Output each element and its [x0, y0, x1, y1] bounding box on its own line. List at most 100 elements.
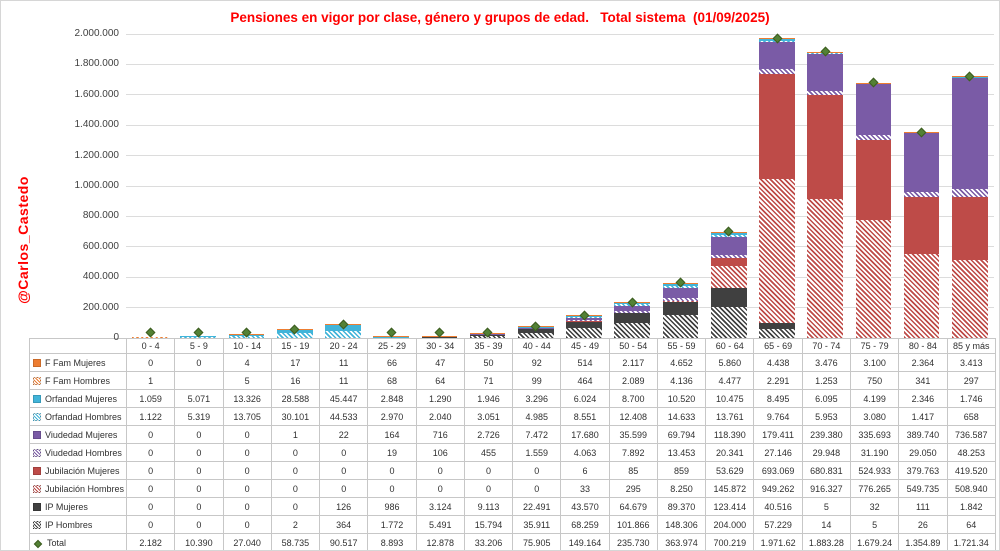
table-cell: 47: [415, 353, 465, 372]
bar-segment: [566, 327, 602, 338]
table-cell: [174, 371, 224, 390]
table-cell: 3.080: [849, 407, 900, 426]
table-cell: 239.380: [801, 425, 851, 444]
table-cell: 10.520: [656, 389, 707, 408]
series-row-label: F Fam Hombres: [29, 371, 127, 390]
table-cell: 0: [512, 479, 562, 498]
x-axis-label: 65 - 69: [753, 338, 803, 354]
table-cell: 5: [801, 497, 851, 516]
table-cell: 11: [319, 353, 369, 372]
table-cell: 66: [367, 353, 417, 372]
bar-segment: [903, 254, 940, 338]
series-row-label: F Fam Mujeres: [29, 353, 127, 372]
table-cell: 0: [270, 461, 321, 480]
bar-segment: [710, 288, 747, 307]
table-cell: 0: [222, 479, 272, 498]
stacked-bar: [276, 34, 313, 338]
series-label: Jubilación Mujeres: [45, 465, 120, 476]
table-cell: 2.291: [753, 371, 803, 390]
table-cell: 464: [560, 371, 610, 390]
x-axis-label: 20 - 24: [319, 338, 369, 354]
gridline: [126, 185, 994, 187]
table-cell: 71: [463, 371, 514, 390]
table-cell: 22.491: [512, 497, 562, 516]
table-cell: 1.059: [125, 389, 176, 408]
table-cell: 27.040: [222, 533, 272, 550]
series-label: Orfandad Hombres: [45, 411, 122, 422]
table-cell: 3.476: [801, 353, 851, 372]
stacked-bar: [710, 34, 747, 338]
table-cell: 0: [174, 425, 224, 444]
table-cell: 5.319: [174, 407, 224, 426]
table-cell: 13.705: [222, 407, 272, 426]
bar-segment: [180, 337, 217, 338]
gridline: [126, 246, 994, 248]
table-cell: 64: [946, 515, 997, 534]
bar-segment: [325, 331, 361, 338]
y-axis-label: 1.000.000: [74, 180, 120, 191]
table-cell: 3.051: [463, 407, 514, 426]
table-row: Viudedad Hombres 0 0 0 0 0 19 106 455 1.559 4.063 7…: [29, 443, 997, 462]
bar-segment: [952, 196, 988, 261]
bar-segment: [614, 312, 651, 323]
table-cell: 99: [512, 371, 562, 390]
table-cell: 4: [222, 353, 272, 372]
table-cell: 118.390: [705, 425, 755, 444]
stacked-bar: [903, 34, 940, 338]
legend-key-icon: [33, 376, 41, 385]
legend-key-icon: [33, 430, 41, 439]
table-cell: 8.495: [753, 389, 803, 408]
table-row: IP Hombres 0 0 0 2 364 1.772 5.491 15.794 35.911 6…: [29, 515, 997, 534]
bar-segment: [759, 42, 795, 70]
table-cell: 0: [270, 497, 321, 516]
table-cell: 0: [463, 461, 514, 480]
series-row-label: Jubilación Hombres: [29, 479, 127, 498]
table-cell: 4.063: [560, 443, 610, 462]
stacked-bar: [180, 34, 217, 338]
table-cell: 53.629: [705, 461, 755, 480]
table-cell: 0: [125, 497, 176, 516]
series-label: F Fam Mujeres: [45, 357, 106, 368]
table-cell: 2.364: [898, 353, 948, 372]
series-label: F Fam Hombres: [45, 375, 111, 386]
gridline: [126, 94, 994, 96]
table-cell: 28.588: [270, 389, 321, 408]
table-cell: 148.306: [656, 515, 707, 534]
table-row: Viudedad Mujeres 0 0 0 1 22 164 716 2.726 7.472 17…: [29, 425, 997, 444]
table-cell: 0: [270, 479, 321, 498]
bar-segment: [807, 95, 844, 199]
x-axis-label: 25 - 29: [367, 338, 417, 354]
table-row: IP Mujeres 0 0 0 0 126 986 3.124 9.113 22.491 43.5…: [29, 497, 997, 516]
table-cell: 1.354.89: [898, 533, 948, 550]
bar-segment: [903, 133, 940, 193]
table-cell: 33.206: [463, 533, 514, 550]
table-cell: 4.438: [753, 353, 803, 372]
table-cell: 149.164: [560, 533, 610, 550]
table-cell: 0: [367, 461, 417, 480]
table-cell: 64.679: [608, 497, 658, 516]
x-axis-label: 85 y más: [946, 338, 997, 354]
table-cell: 0: [367, 479, 417, 498]
x-axis-label: 15 - 19: [270, 338, 321, 354]
table-cell: 3.100: [849, 353, 900, 372]
table-cell: 0: [174, 515, 224, 534]
series-label: Jubilación Hombres: [45, 483, 125, 494]
y-axis-label: 1.600.000: [74, 88, 120, 100]
chart-title: Pensiones en vigor por clase, género y g…: [230, 10, 770, 25]
table-cell: 13.761: [705, 407, 755, 426]
table-cell: 68.259: [560, 515, 610, 534]
table-cell: 0: [125, 425, 176, 444]
table-cell: 204.000: [705, 515, 755, 534]
y-axis-label: 600.000: [82, 240, 119, 252]
table-cell: 26: [898, 515, 948, 534]
table-cell: 524.933: [849, 461, 900, 480]
table-cell: 58.735: [270, 533, 321, 550]
y-axis-label: 400.000: [82, 271, 119, 283]
table-cell: 30.101: [270, 407, 321, 426]
table-cell: 8.250: [656, 479, 707, 498]
table-cell: 0: [222, 515, 272, 534]
table-cell: 7.472: [512, 425, 562, 444]
table-cell: 1.417: [898, 407, 948, 426]
legend-key-icon: [33, 394, 41, 403]
y-axis-label: 2.000.000: [74, 28, 120, 39]
